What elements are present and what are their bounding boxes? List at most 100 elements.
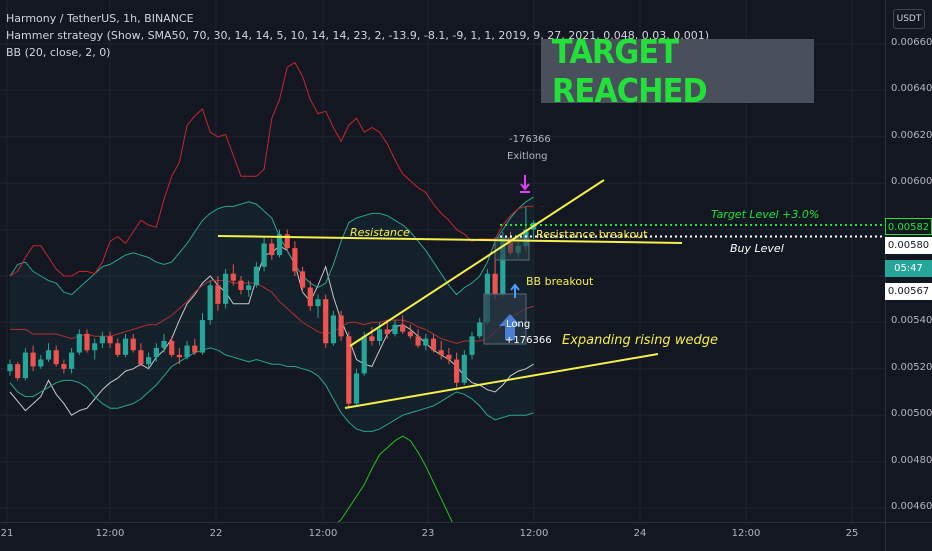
candle-body [284, 234, 290, 249]
price-tick-label: 0.00640 [891, 83, 932, 95]
candle [92, 338, 98, 360]
candle [122, 334, 129, 358]
candle-body [184, 345, 190, 358]
candle [361, 331, 367, 376]
candle-body [353, 373, 360, 404]
time-axis[interactable] [0, 522, 885, 551]
bb-basis-line [10, 280, 534, 344]
candle-body [400, 324, 406, 332]
target-price-tag: 0.00582 [885, 218, 932, 235]
candle-body [92, 343, 98, 351]
candle-body [22, 352, 28, 379]
strategy-legend[interactable]: Hammer strategy (Show, SMA50, 70, 30, 14… [6, 29, 710, 42]
resistance-label: Resistance [350, 226, 410, 239]
candle [307, 280, 313, 311]
currency-label[interactable]: USDT [893, 9, 925, 29]
candle-body [207, 285, 213, 321]
candle-body [269, 243, 275, 256]
candle [261, 236, 267, 272]
candle-body [7, 364, 13, 372]
time-tick-label: 24 [633, 528, 647, 539]
candle [192, 338, 198, 355]
candle-body [130, 338, 136, 351]
candle-body [99, 336, 105, 344]
candle [69, 347, 75, 374]
bollinger-band-fill [10, 197, 534, 432]
candle-body [53, 350, 59, 365]
buy-price-tag: 0.00580 [885, 237, 932, 254]
price-chart[interactable]: Resistance Resistance breakout BB breako… [0, 0, 885, 522]
price-tick-label: 0.00620 [891, 129, 932, 141]
candle [246, 280, 252, 297]
candle [176, 347, 182, 365]
buy-level-label: Buy Level [730, 242, 784, 255]
countdown-tag: 05:47 [885, 260, 932, 277]
candle-body [407, 331, 413, 337]
candle [38, 354, 44, 369]
candle [199, 313, 206, 355]
price-tick-label: 0.00600 [891, 176, 932, 188]
candle [153, 343, 159, 362]
candle [130, 334, 136, 353]
symbol-title[interactable]: Harmony / TetherUS, 1h, BINANCE [6, 12, 194, 25]
candle [392, 320, 398, 337]
time-tick-label: 23 [421, 528, 435, 539]
candle-body [246, 285, 252, 290]
candle-body [192, 345, 198, 353]
time-tick-label: 12:00 [308, 528, 338, 539]
price-tick-label: 0.00460 [891, 501, 932, 512]
candle [446, 347, 452, 365]
candle-body [61, 364, 67, 369]
candle [76, 329, 82, 355]
candle [215, 276, 221, 311]
resistance-breakout-label: Resistance breakout [536, 228, 648, 241]
candle-body [438, 350, 444, 355]
candle-body [369, 336, 375, 341]
candle [369, 327, 375, 346]
candle-body [423, 338, 429, 346]
candle-body [384, 329, 390, 334]
exit-arrow-icon [520, 175, 530, 193]
candle-body [253, 266, 259, 286]
candle-body [292, 248, 298, 272]
candle [53, 345, 59, 367]
time-tick-label: 22 [209, 528, 223, 539]
candle-body [45, 350, 52, 360]
candle [238, 276, 244, 295]
candle-body [461, 354, 467, 383]
bb-upper-line [9, 196, 534, 296]
candle [138, 343, 144, 367]
candle [400, 315, 406, 334]
candle [353, 368, 360, 406]
candle-body [261, 243, 267, 267]
candle-body [330, 315, 336, 344]
candle [423, 334, 429, 351]
candle [477, 317, 483, 339]
candle-body [477, 322, 483, 337]
candle [438, 340, 444, 360]
candle-body [15, 364, 21, 379]
candle-body [361, 336, 367, 374]
candle [469, 331, 475, 360]
time-tick-label: 21 [0, 528, 14, 539]
candle-body [84, 334, 90, 351]
candle [45, 343, 52, 362]
candle [292, 241, 298, 276]
price-tick-label: 0.00660 [891, 37, 932, 48]
candle [223, 269, 229, 309]
candle-body [430, 338, 437, 351]
target-reached-text: TARGET REACHED [551, 32, 708, 110]
candle-body [30, 352, 36, 367]
candle [61, 359, 67, 374]
candle-body [500, 238, 506, 295]
axis-corner[interactable] [885, 522, 932, 551]
time-tick-label: 12:00 [731, 528, 761, 539]
candle-body [446, 354, 452, 360]
candle-body [392, 324, 398, 334]
bb-legend[interactable]: BB (20, close, 2, 0) [6, 46, 111, 59]
candle-body [38, 359, 44, 367]
time-tick-label: 25 [845, 528, 859, 539]
long-label: Long [506, 319, 530, 330]
candle [230, 264, 236, 286]
candle [269, 238, 275, 260]
